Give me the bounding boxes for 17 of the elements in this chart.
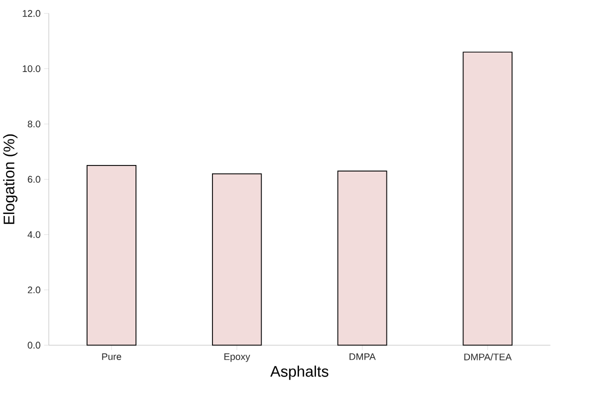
y-tick-label: 4.0 [28, 231, 40, 238]
bar [212, 173, 262, 346]
bar [462, 52, 513, 346]
y-tick-label: 6.0 [28, 176, 40, 182]
y-tick-label: 8.0 [28, 120, 40, 128]
y-tick-label: 0.0 [28, 342, 40, 348]
x-tick-label: DMPA [350, 353, 376, 360]
y-tick-label: 10.0 [22, 65, 40, 72]
bar [86, 164, 136, 346]
x-tick-label: DMPA/TEA [464, 353, 512, 360]
y-tick-label: 12.0 [22, 10, 40, 17]
bar [337, 170, 388, 346]
x-axis-title: Asphalts [270, 365, 328, 380]
y-axis-title: Elogation (%) [3, 134, 18, 224]
y-tick-label: 2.0 [28, 286, 40, 294]
x-tick-label: Epoxy [224, 353, 250, 362]
x-tick-label: Pure [102, 353, 122, 360]
